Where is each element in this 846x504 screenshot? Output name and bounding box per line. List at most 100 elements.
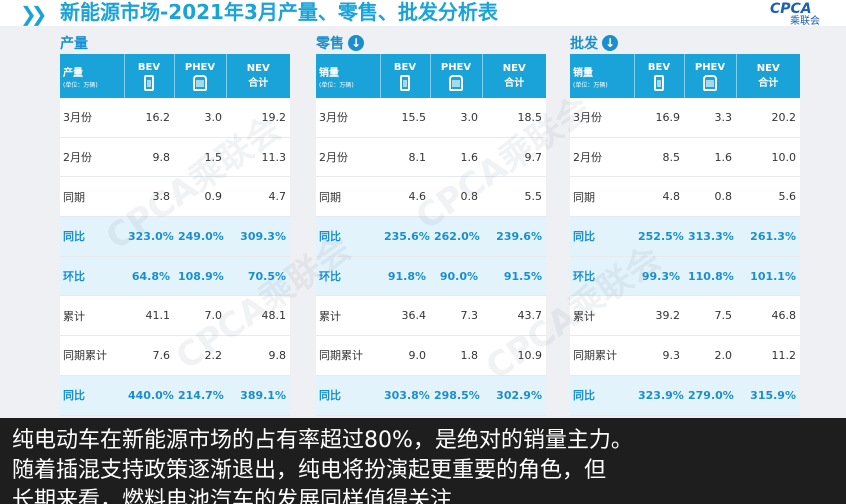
panel-2: 批发 ↓ 销量 (单位：万辆) BEV PHEV NEV 合计 3月份 16.9 3.3 20.2 2月… — [570, 32, 800, 416]
table-row: 3月份 16.9 3.3 20.2 — [570, 98, 800, 138]
table-row: 同期 4.8 0.8 5.6 — [570, 176, 800, 218]
column-header-metric: 产量 (单位：万辆) — [60, 54, 125, 98]
nev-value: 309.3% — [226, 216, 290, 257]
table-row: 2月份 8.5 1.6 10.0 — [570, 137, 800, 178]
row-label: 同期累计 — [60, 335, 124, 376]
fuel-pump-icon — [193, 74, 207, 91]
phev-value: 90.0% — [430, 256, 482, 297]
row-label: 同期 — [570, 176, 634, 218]
phev-value: 0.9 — [174, 176, 226, 218]
phev-value: 262.0% — [430, 216, 482, 257]
caption-line: 纯电动车在新能源市场的占有率超过80%，是绝对的销量主力。 — [12, 428, 633, 453]
panel-title: 批发 ↓ — [570, 32, 800, 54]
table-row: 累计 36.4 7.3 43.7 — [316, 295, 546, 337]
nev-value: 9.8 — [226, 335, 290, 376]
panel-title-text: 零售 — [316, 36, 344, 52]
row-label: 3月份 — [60, 98, 124, 138]
metric-header-label: 产量 — [63, 67, 83, 79]
bev-value: 64.8% — [124, 256, 174, 297]
row-label: 环比 — [60, 256, 124, 297]
bev-value: 323.9% — [634, 375, 684, 416]
caption-line: 随着插混支持政策逐渐退出，纯电将扮演起更重要的角色，但 — [12, 458, 607, 483]
total-label: 合计 — [504, 78, 525, 89]
nev-value: 315.9% — [736, 375, 800, 416]
bev-value: 41.1 — [124, 295, 174, 337]
nev-value: 18.5 — [482, 98, 546, 138]
nev-value: 5.5 — [482, 176, 546, 218]
bev-value: 9.3 — [634, 335, 684, 376]
nev-value: 302.9% — [482, 375, 546, 416]
row-label: 同比 — [60, 216, 124, 257]
row-label: 累计 — [570, 295, 634, 337]
bev-value: 323.0% — [124, 216, 174, 257]
data-table: 销量 (单位：万辆) BEV PHEV NEV 合计 3月份 16.9 3.3 20.2 2月份 8.… — [570, 54, 800, 416]
table-header-row: 销量 (单位：万辆) BEV PHEV NEV 合计 — [570, 54, 800, 98]
table-row: 同期累计 9.3 2.0 11.2 — [570, 335, 800, 376]
nev-label: NEV — [502, 63, 526, 74]
row-label: 同期 — [316, 176, 380, 218]
bev-value: 9.0 — [380, 335, 430, 376]
row-label: 累计 — [60, 295, 124, 337]
arrow-down-icon: ↓ — [602, 35, 618, 51]
unit-label: (单位：万辆) — [319, 81, 354, 89]
nev-value: 4.7 — [226, 176, 290, 218]
row-label: 同比 — [570, 375, 634, 416]
table-row: 2月份 9.8 1.5 11.3 — [60, 137, 290, 178]
phev-value: 3.0 — [174, 98, 226, 138]
nev-value: 91.5% — [482, 256, 546, 297]
bev-value: 9.8 — [124, 137, 174, 178]
cpca-logo: CPCA 乘联会 — [740, 0, 840, 27]
nev-value: 101.1% — [736, 256, 800, 297]
row-label: 2月份 — [570, 137, 634, 178]
bev-value: 36.4 — [380, 295, 430, 337]
bev-value: 39.2 — [634, 295, 684, 337]
nev-value: 261.3% — [736, 216, 800, 257]
subtitle-caption: 纯电动车在新能源市场的占有率超过80%，是绝对的销量主力。 随着插混支持政策逐渐… — [0, 418, 846, 504]
nev-value: 70.5% — [226, 256, 290, 297]
table-row: 3月份 15.5 3.0 18.5 — [316, 98, 546, 138]
panel-title-text: 批发 — [570, 36, 598, 52]
row-label: 3月份 — [570, 98, 634, 138]
panel-title: 零售 ↓ — [316, 32, 546, 54]
nev-value: 239.6% — [482, 216, 546, 257]
bev-value: 4.6 — [380, 176, 430, 218]
logo-subtitle: 乘联会 — [790, 16, 820, 27]
bev-value: 252.5% — [634, 216, 684, 257]
total-label: 合计 — [248, 78, 269, 89]
phev-value: 108.9% — [174, 256, 226, 297]
column-header-phev-label: PHEV — [440, 61, 472, 73]
column-header-phev-label: PHEV — [184, 61, 216, 73]
phev-value: 0.8 — [430, 176, 482, 218]
table-row: 环比 64.8% 108.9% 70.5% — [60, 256, 290, 297]
panel-title-text: 产量 — [60, 36, 88, 52]
row-label: 同期累计 — [316, 335, 380, 376]
row-label: 环比 — [570, 256, 634, 297]
logo-mark: CPCA — [770, 1, 812, 17]
nev-label: NEV — [246, 63, 270, 74]
unit-label: (单位：万辆) — [573, 81, 608, 89]
panel-0: 产量 产量 (单位：万辆) BEV PHEV NEV 合计 3月份 16.2 3.0 19.2 2月份… — [60, 32, 290, 416]
row-label: 同比 — [316, 375, 380, 416]
data-table: 销量 (单位：万辆) BEV PHEV NEV 合计 3月份 15.5 3.0 18.5 2月份 8.… — [316, 54, 546, 416]
phev-value: 1.6 — [430, 137, 482, 178]
nev-value: 10.0 — [736, 137, 800, 178]
column-header-nev: NEV 合计 — [226, 54, 290, 98]
table-row: 同比 235.6% 262.0% 239.6% — [316, 216, 546, 257]
nev-value: 11.3 — [226, 137, 290, 178]
table-row: 累计 39.2 7.5 46.8 — [570, 295, 800, 337]
bev-value: 4.8 — [634, 176, 684, 218]
fuel-pump-icon — [703, 74, 717, 91]
nev-value: 20.2 — [736, 98, 800, 138]
row-label: 环比 — [316, 256, 380, 297]
arrow-down-icon: ↓ — [348, 35, 364, 51]
table-row: 环比 99.3% 110.8% 101.1% — [570, 256, 800, 297]
column-header-bev: BEV — [124, 54, 175, 98]
row-label: 同期 — [60, 176, 124, 218]
content-area: 产量 产量 (单位：万辆) BEV PHEV NEV 合计 3月份 16.2 3.0 19.2 2月份… — [0, 26, 846, 418]
nev-value: 46.8 — [736, 295, 800, 337]
table-header-row: 销量 (单位：万辆) BEV PHEV NEV 合计 — [316, 54, 546, 98]
row-label: 2月份 — [316, 137, 380, 178]
bev-value: 8.1 — [380, 137, 430, 178]
column-header-metric: 销量 (单位：万辆) — [316, 54, 381, 98]
row-label: 累计 — [316, 295, 380, 337]
